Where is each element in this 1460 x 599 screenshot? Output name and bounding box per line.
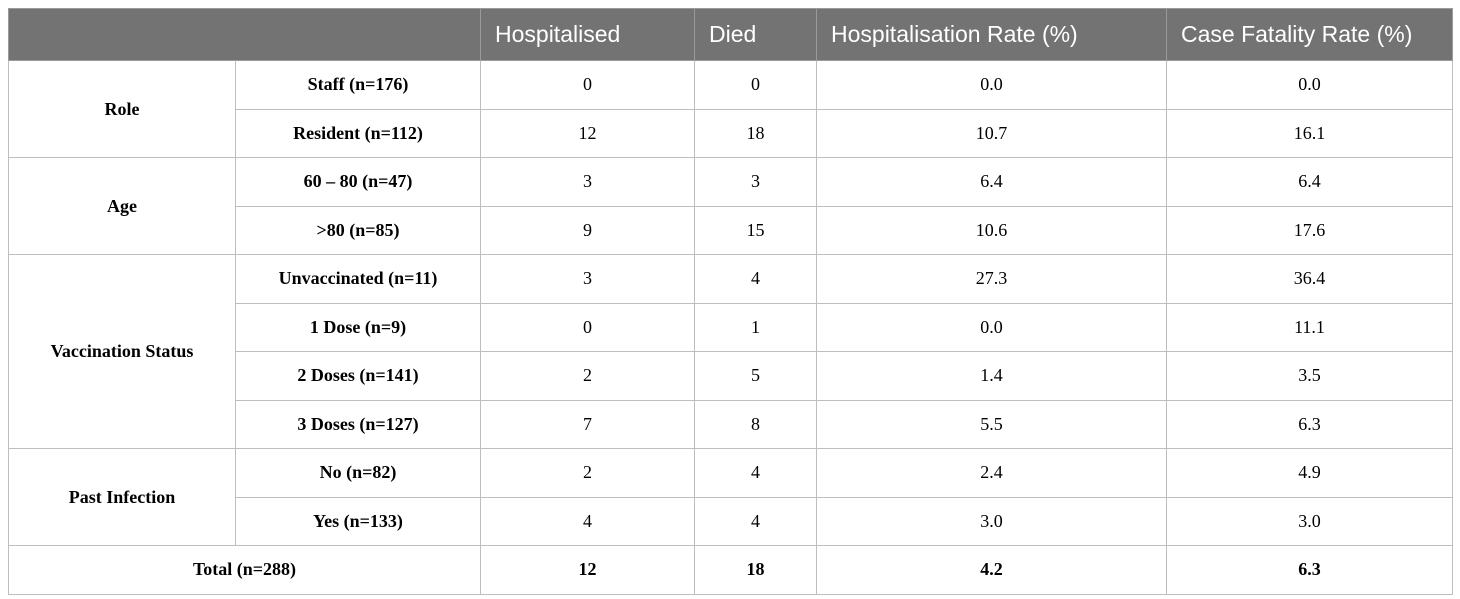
cell-hospitalised: 2 [480,448,695,498]
cell-died: 5 [694,351,817,401]
cell-hospitalised: 0 [480,60,695,110]
header-blank [8,8,481,61]
cell-hospitalised: 2 [480,351,695,401]
cell-died: 3 [694,157,817,207]
table-header: Hospitalised Died Hospitalisation Rate (… [8,8,1453,61]
cell-hosp-rate: 0.0 [816,302,1167,352]
cell-died: 15 [694,205,817,255]
table-body: Role Staff (n=176) 0 0 0.0 0.0 Resident … [8,60,1453,595]
cell-cfr: 17.6 [1166,205,1453,255]
group-label-past-infection: Past Infection [8,448,236,546]
cell-cfr: 4.9 [1166,448,1453,498]
header-hospitalisation-rate: Hospitalisation Rate (%) [816,8,1167,61]
cell-hospitalised: 4 [480,496,695,546]
row-label: Resident (n=112) [235,108,481,158]
header-hospitalised: Hospitalised [480,8,695,61]
header-case-fatality-rate: Case Fatality Rate (%) [1166,8,1453,61]
cell-died: 8 [694,399,817,449]
table-row: 1 Dose (n=9) 0 1 0.0 11.1 [9,302,1453,352]
table-row: >80 (n=85) 9 15 10.6 17.6 [9,205,1453,255]
cell-hosp-rate: 2.4 [816,448,1167,498]
group-label-age: Age [8,157,236,255]
cell-cfr: 11.1 [1166,302,1453,352]
results-table: Hospitalised Died Hospitalisation Rate (… [8,8,1453,595]
cell-hosp-rate: 27.3 [816,254,1167,304]
total-hosp-rate: 4.2 [816,545,1167,595]
cell-hosp-rate: 6.4 [816,157,1167,207]
table-row: Age 60 – 80 (n=47) 3 3 6.4 6.4 [8,157,1453,255]
total-cfr: 6.3 [1166,545,1453,595]
row-label: 60 – 80 (n=47) [235,157,481,207]
table-row: 2 Doses (n=141) 2 5 1.4 3.5 [9,351,1453,401]
cell-cfr: 6.3 [1166,399,1453,449]
cell-hospitalised: 9 [480,205,695,255]
total-hospitalised: 12 [480,545,695,595]
cell-hospitalised: 3 [480,157,695,207]
row-label: 2 Doses (n=141) [235,351,481,401]
cell-hospitalised: 7 [480,399,695,449]
cell-died: 1 [694,302,817,352]
table-row: Role Staff (n=176) 0 0 0.0 0.0 [8,60,1453,158]
cell-cfr: 3.0 [1166,496,1453,546]
row-label: Unvaccinated (n=11) [235,254,481,304]
cell-died: 4 [694,448,817,498]
cell-died: 4 [694,254,817,304]
cell-died: 0 [694,60,817,110]
cell-cfr: 3.5 [1166,351,1453,401]
header-died: Died [694,8,817,61]
group-label-vaccination-status: Vaccination Status [8,254,236,449]
total-died: 18 [694,545,817,595]
cell-hosp-rate: 10.7 [816,108,1167,158]
row-label: 3 Doses (n=127) [235,399,481,449]
cell-died: 18 [694,108,817,158]
cell-cfr: 6.4 [1166,157,1453,207]
cell-hosp-rate: 0.0 [816,60,1167,110]
table-row: Resident (n=112) 12 18 10.7 16.1 [9,108,1453,158]
cell-cfr: 0.0 [1166,60,1453,110]
row-label: 1 Dose (n=9) [235,302,481,352]
table-row: Yes (n=133) 4 4 3.0 3.0 [9,496,1453,546]
cell-hosp-rate: 5.5 [816,399,1167,449]
table-row: Vaccination Status Unvaccinated (n=11) 3… [8,254,1453,449]
cell-hospitalised: 3 [480,254,695,304]
cell-cfr: 36.4 [1166,254,1453,304]
total-row: Total (n=288) 12 18 4.2 6.3 [8,545,1453,595]
row-label: Staff (n=176) [235,60,481,110]
cell-hosp-rate: 1.4 [816,351,1167,401]
cell-cfr: 16.1 [1166,108,1453,158]
row-label: No (n=82) [235,448,481,498]
row-label: Yes (n=133) [235,496,481,546]
table-row: Past Infection No (n=82) 2 4 2.4 4.9 [8,448,1453,546]
cell-hosp-rate: 3.0 [816,496,1167,546]
cell-hospitalised: 12 [480,108,695,158]
cell-hosp-rate: 10.6 [816,205,1167,255]
row-label: >80 (n=85) [235,205,481,255]
header-row: Hospitalised Died Hospitalisation Rate (… [8,8,1453,61]
total-label: Total (n=288) [8,545,481,595]
group-label-role: Role [8,60,236,158]
table-row: 3 Doses (n=127) 7 8 5.5 6.3 [9,399,1453,449]
cell-died: 4 [694,496,817,546]
cell-hospitalised: 0 [480,302,695,352]
